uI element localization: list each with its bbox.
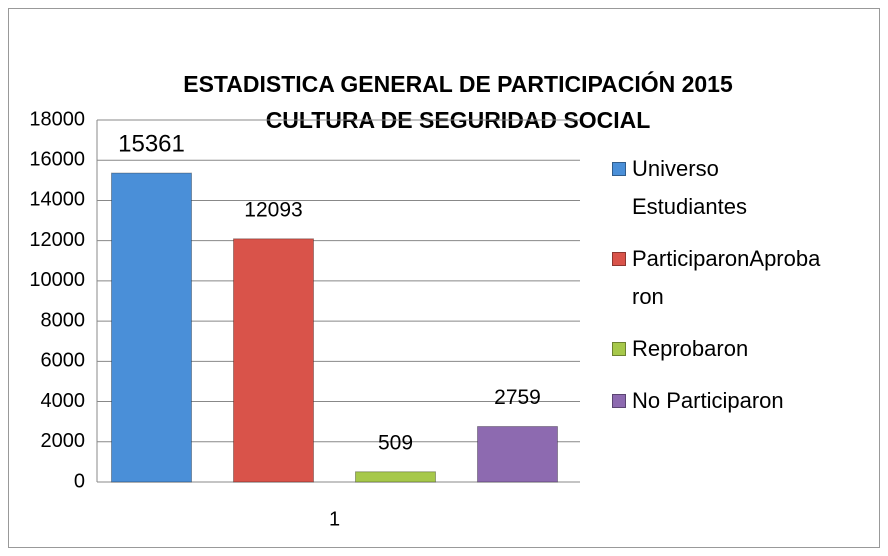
y-tick-label: 18000 <box>29 108 85 130</box>
legend-swatch <box>612 252 626 266</box>
y-tick-label: 10000 <box>29 269 85 291</box>
y-tick-label: 16000 <box>29 149 85 171</box>
legend-entry: ParticiparonAprobaron <box>612 240 852 316</box>
y-tick-label: 12000 <box>29 229 85 251</box>
data-label: 509 <box>378 431 413 454</box>
data-label: 15361 <box>118 130 185 157</box>
y-tick-label: 14000 <box>29 189 85 211</box>
legend-swatch <box>612 342 626 356</box>
legend-entry: Reprobaron <box>612 330 852 368</box>
legend-swatch <box>612 394 626 408</box>
bar <box>477 426 558 483</box>
x-tick-label: 1 <box>329 508 340 530</box>
y-tick-label: 2000 <box>41 430 86 452</box>
legend-entry: No Participaron <box>612 382 852 420</box>
legend-label: Reprobaron <box>632 336 749 361</box>
data-label: 2759 <box>494 386 541 409</box>
y-tick-label: 6000 <box>41 350 86 372</box>
legend-entry: Universo Estudiantes <box>612 150 852 226</box>
y-tick-label: 4000 <box>41 390 86 412</box>
legend: Universo Estudiantes ParticiparonAprobaro… <box>612 150 852 420</box>
legend-swatch <box>612 162 626 176</box>
data-label: 12093 <box>244 198 302 221</box>
legend-label: ParticiparonAprobaron <box>632 246 821 309</box>
legend-label: Universo Estudiantes <box>632 156 747 219</box>
legend-label: No Participaron <box>632 388 784 413</box>
bar <box>233 238 314 483</box>
y-tick-label: 0 <box>74 470 85 492</box>
y-tick-label: 8000 <box>41 309 86 331</box>
chart-title: ESTADISTICA GENERAL DE PARTICIPACIÓN 201… <box>183 70 733 97</box>
bar <box>355 471 436 483</box>
bar <box>111 172 192 483</box>
